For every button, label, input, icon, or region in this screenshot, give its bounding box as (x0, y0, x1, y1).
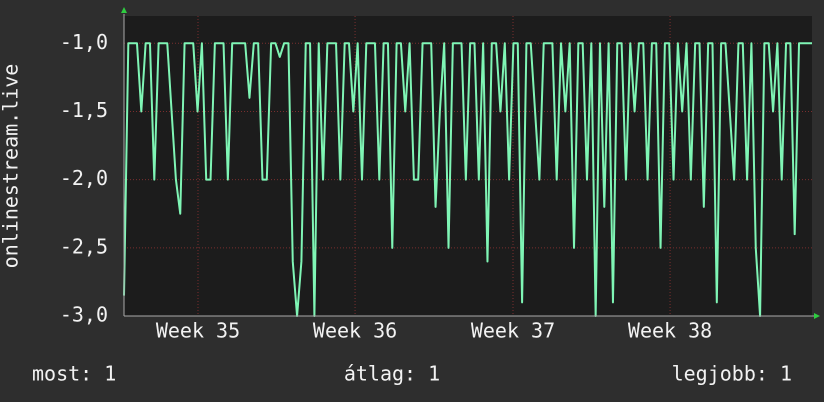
y-axis-label: onlinestream.live (0, 64, 23, 269)
x-tick-label: Week 38 (628, 319, 712, 343)
axis-arrow (814, 313, 820, 319)
axis-arrow (121, 7, 127, 13)
plot-area (124, 16, 812, 316)
x-tick-label: Week 37 (471, 319, 555, 343)
x-tick-label: Week 35 (156, 319, 240, 343)
y-tick-label: -2,0 (60, 166, 108, 190)
y-tick-label: -1,0 (60, 30, 108, 54)
x-tick-label: Week 36 (313, 319, 397, 343)
y-tick-label: -3,0 (60, 303, 108, 327)
footer-stat: átlag: 1 (344, 362, 440, 386)
footer-stat: most: 1 (32, 362, 116, 386)
footer-stat: legjobb: 1 (672, 362, 792, 386)
data-line (123, 42, 812, 317)
y-tick-label: -2,5 (60, 234, 108, 258)
y-tick-label: -1,5 (60, 98, 108, 122)
